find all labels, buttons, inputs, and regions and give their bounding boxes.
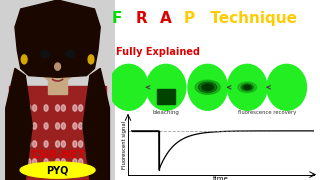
Circle shape <box>73 123 77 129</box>
Ellipse shape <box>20 162 95 178</box>
Ellipse shape <box>198 82 217 93</box>
Text: A: A <box>160 11 172 26</box>
Ellipse shape <box>228 64 267 110</box>
Circle shape <box>44 141 48 147</box>
Circle shape <box>44 159 48 165</box>
Circle shape <box>33 123 36 129</box>
Circle shape <box>44 105 48 111</box>
Circle shape <box>79 159 83 165</box>
Bar <box>157 89 175 104</box>
Circle shape <box>33 159 36 165</box>
Circle shape <box>61 123 65 129</box>
Circle shape <box>44 123 48 129</box>
Text: PYQ: PYQ <box>46 165 69 175</box>
Text: F: F <box>112 11 122 26</box>
Circle shape <box>56 159 60 165</box>
Ellipse shape <box>36 25 79 83</box>
Circle shape <box>27 141 31 147</box>
Circle shape <box>73 141 77 147</box>
Circle shape <box>79 141 83 147</box>
Text: Fully Explained: Fully Explained <box>116 47 200 57</box>
Ellipse shape <box>188 64 228 110</box>
Circle shape <box>73 105 77 111</box>
Ellipse shape <box>238 82 257 93</box>
Ellipse shape <box>109 64 148 110</box>
Circle shape <box>61 141 65 147</box>
Circle shape <box>27 105 31 111</box>
Circle shape <box>88 55 94 64</box>
Text: R: R <box>136 11 148 26</box>
X-axis label: time: time <box>213 176 229 180</box>
Text: bleaching: bleaching <box>153 110 180 115</box>
Ellipse shape <box>55 63 60 70</box>
Ellipse shape <box>66 50 75 58</box>
Ellipse shape <box>243 85 252 90</box>
Y-axis label: Fluorescent signal: Fluorescent signal <box>122 121 127 169</box>
Bar <box>48 72 67 94</box>
Text: CSIR-NET: CSIR-NET <box>30 150 85 160</box>
Text: Technique: Technique <box>204 11 297 26</box>
Circle shape <box>27 159 31 165</box>
Circle shape <box>56 123 60 129</box>
Ellipse shape <box>146 64 186 110</box>
Ellipse shape <box>195 80 220 94</box>
Text: P: P <box>184 11 195 26</box>
Circle shape <box>27 123 31 129</box>
Circle shape <box>79 123 83 129</box>
Ellipse shape <box>40 50 50 58</box>
Ellipse shape <box>202 84 214 91</box>
Circle shape <box>33 105 36 111</box>
Circle shape <box>21 55 27 64</box>
Bar <box>9 86 106 180</box>
Polygon shape <box>83 68 109 180</box>
Polygon shape <box>15 0 100 77</box>
Ellipse shape <box>241 84 253 91</box>
Circle shape <box>73 159 77 165</box>
Circle shape <box>79 105 83 111</box>
Ellipse shape <box>267 64 307 110</box>
Ellipse shape <box>204 85 212 90</box>
Ellipse shape <box>244 86 250 89</box>
Circle shape <box>56 141 60 147</box>
Circle shape <box>56 105 60 111</box>
Circle shape <box>33 141 36 147</box>
Circle shape <box>61 105 65 111</box>
Text: fluorescence recovery: fluorescence recovery <box>238 110 296 115</box>
Polygon shape <box>6 68 32 180</box>
Circle shape <box>61 159 65 165</box>
